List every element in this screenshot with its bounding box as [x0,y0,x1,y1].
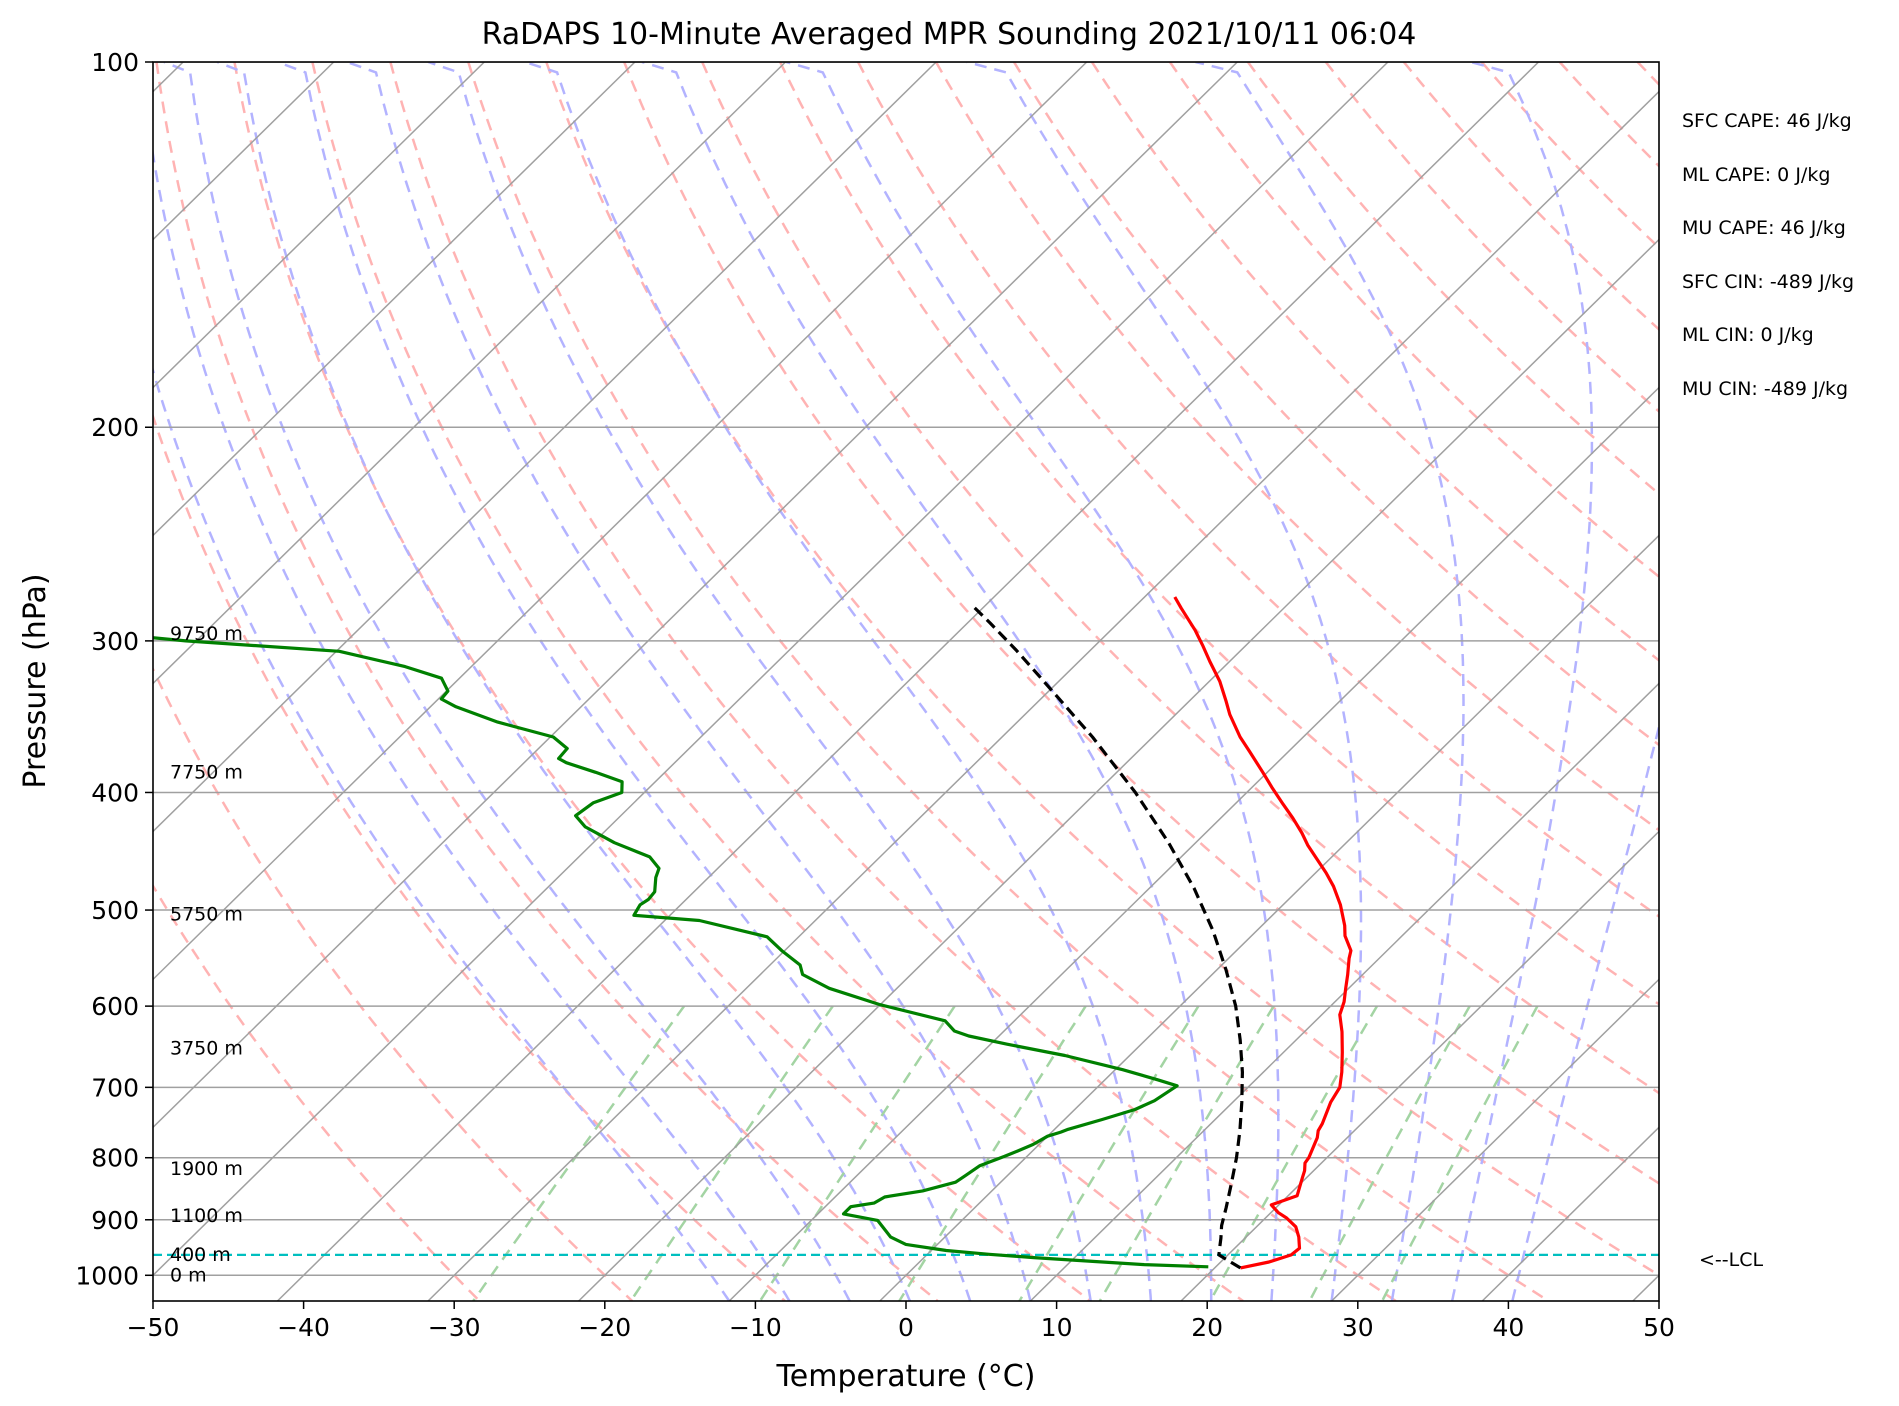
mixing-ratio-line [629,1005,834,1301]
moist-adiabat [427,62,1092,1301]
x-axis-ticks: −50 −40 −30 −20 −10 0 10 20 30 40 50 [127,1301,1675,1342]
y-tick-label: 200 [91,413,139,442]
mixing-ratio-line [472,1005,686,1301]
moist-adiabat [966,62,1363,1301]
dry-adiabat [701,62,1659,1095]
dry-adiabat [311,62,1244,1301]
y-tick-label: 300 [91,627,139,656]
y-tick-label: 900 [91,1206,139,1235]
height-label: 400 m [170,1244,231,1266]
ml-cin-label: ML CIN: 0 J/kg [1682,324,1814,346]
mixing-ratio-line [898,1005,1087,1301]
dewpoint-line [153,636,1209,1269]
moist-adiabat [216,62,912,1301]
isotherm [153,62,1238,1129]
isotherm [578,238,1659,1301]
ml-cape-label: ML CAPE: 0 J/kg [1682,164,1831,186]
dry-adiabat [545,62,1659,1277]
isotherm [879,534,1659,1301]
isotherm [153,62,787,685]
mixing-ratio-line [1308,1005,1471,1301]
x-tick-label: −20 [578,1313,631,1342]
height-label: 5750 m [170,903,243,925]
isotherm [1180,830,1659,1301]
mu-cape-label: MU CAPE: 46 J/kg [1682,217,1846,239]
x-tick-label: 30 [1342,1313,1374,1342]
moist-adiabat [641,62,1213,1301]
height-label: 9750 m [170,623,243,645]
sfc-cin-label: SFC CIN: -489 J/kg [1682,271,1855,293]
sounding-series [153,596,1353,1270]
dry-adiabat [1168,62,1659,579]
x-tick-label: 20 [1191,1313,1223,1342]
y-tick-label: 500 [91,896,139,925]
y-tick-label: 600 [91,992,139,1021]
background-lines [153,62,1659,1301]
isotherm [427,90,1659,1301]
isotherm [276,62,1540,1301]
moist-adiabat [1511,721,1659,1301]
dry-adiabat [623,62,1659,1185]
moist-adiabat [346,62,1032,1301]
moist-adiabat [153,146,791,1301]
isotherm [153,62,937,833]
height-label: 7750 m [170,761,243,783]
isotherm [153,62,485,389]
height-label: 1100 m [170,1205,243,1227]
moist-adiabat [1195,62,1465,1301]
dry-adiabat [389,62,1397,1301]
y-tick-label: 800 [91,1144,139,1173]
moist-adiabat [163,62,851,1301]
lcl-label: <--LCL [1699,1249,1763,1271]
y-tick-label: 1000 [75,1261,139,1290]
dry-adiabat [1012,62,1659,747]
isotherm [728,386,1659,1301]
x-axis-label: Temperature (°C) [776,1359,1036,1394]
y-axis-label: Pressure (hPa) [18,573,53,788]
parcel_profile-line [970,603,1244,1270]
y-tick-label: 400 [91,778,139,807]
height-label: 3750 m [170,1037,243,1059]
mixing-ratio-line [758,1005,956,1301]
mu-cin-label: MU CIN: -489 J/kg [1682,378,1849,400]
x-tick-label: 10 [1041,1313,1073,1342]
x-tick-label: −10 [729,1313,782,1342]
dry-adiabat [153,666,634,1301]
y-tick-label: 700 [91,1073,139,1102]
isotherm [1331,978,1659,1301]
sfc-cape-label: SFC CAPE: 46 J/kg [1682,110,1852,132]
y-axis-ticks: 1000 900 800 700 600 500 400 300 200 100 [75,48,153,1290]
x-tick-label: −50 [127,1313,180,1342]
dry-adiabat [1402,62,1659,332]
height-label: 1900 m [170,1158,243,1180]
height-label: 0 m [170,1264,207,1286]
x-tick-label: −30 [428,1313,481,1342]
isotherm [153,62,636,537]
x-tick-label: 50 [1643,1313,1675,1342]
dry-adiabat [778,62,1659,1006]
mixing-ratio-line [1381,1005,1539,1301]
isotherm [153,62,1088,981]
dry-adiabat [934,62,1659,832]
pressure-gridlines [153,62,1659,1277]
x-tick-label: 40 [1492,1313,1524,1342]
x-tick-label: −40 [277,1313,330,1342]
y-tick-label: 100 [91,48,139,77]
moist-adiabat [1450,62,1594,1301]
temperature-line [1173,596,1353,1270]
dry-adiabat [155,62,939,1301]
moist-adiabat [277,62,972,1301]
moist-adiabat [785,62,1280,1301]
x-tick-label: 0 [898,1313,914,1342]
moist-adiabat [524,62,1153,1301]
dry-adiabat [1246,62,1659,496]
chart-title: RaDAPS 10-Minute Averaged MPR Sounding 2… [482,17,1417,52]
lcl-layer: <--LCL [153,1249,1763,1271]
dry-adiabat [467,62,1550,1301]
isotherm [153,62,1389,1277]
